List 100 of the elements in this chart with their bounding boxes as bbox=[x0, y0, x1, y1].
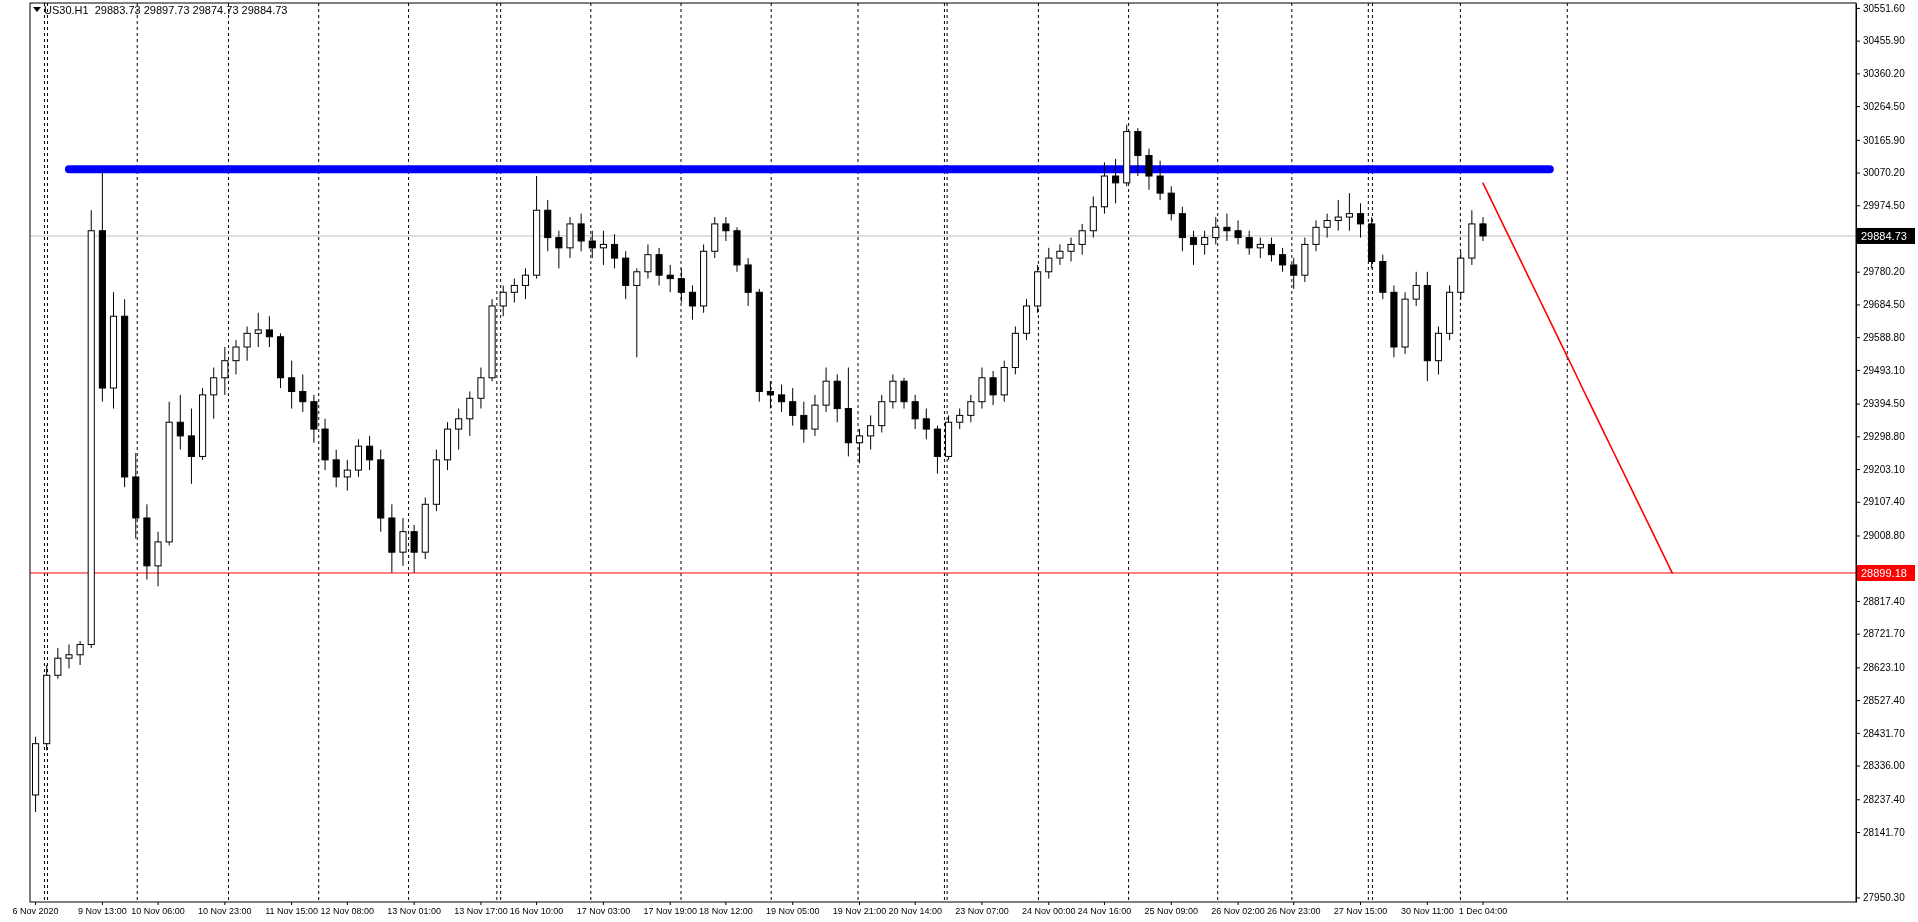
candlestick bbox=[911, 394, 919, 430]
y-tick-label: 29008.80 bbox=[1863, 530, 1906, 542]
candlestick bbox=[811, 394, 819, 437]
candlestick bbox=[76, 640, 84, 666]
chart-title: US30.H1 29883.73 29897.73 29874.73 29884.73 bbox=[44, 4, 288, 16]
candlestick bbox=[65, 644, 73, 669]
candlestick bbox=[210, 367, 218, 420]
candlestick bbox=[644, 243, 652, 280]
candlestick bbox=[1256, 237, 1264, 259]
x-tick-label: 16 Nov 10:00 bbox=[509, 906, 564, 917]
y-tick-label: 30070.20 bbox=[1863, 167, 1906, 179]
x-tick-label: 23 Nov 07:00 bbox=[955, 906, 1009, 917]
candlestick bbox=[299, 373, 307, 413]
candlestick bbox=[54, 647, 62, 680]
y-tick-label: 28141.70 bbox=[1863, 826, 1906, 838]
x-tick-label: 30 Nov 11:00 bbox=[1400, 906, 1454, 917]
candlestick bbox=[889, 373, 897, 410]
candlestick bbox=[1078, 223, 1086, 256]
candlestick bbox=[354, 438, 363, 478]
candlestick bbox=[521, 267, 530, 300]
candlestick bbox=[1223, 213, 1231, 242]
y-tick-label: 30360.20 bbox=[1863, 68, 1906, 80]
x-tick-label: 24 Nov 00:00 bbox=[1022, 906, 1076, 917]
candlestick bbox=[1479, 216, 1487, 242]
candlestick bbox=[1323, 213, 1331, 239]
candlestick bbox=[655, 247, 663, 286]
candlestick bbox=[1145, 148, 1153, 191]
candlestick bbox=[867, 414, 875, 451]
x-tick-label: 1 Dec 04:00 bbox=[1458, 906, 1508, 917]
candlestick bbox=[956, 408, 964, 430]
x-tick-label: 11 Nov 15:00 bbox=[265, 906, 319, 917]
candlestick bbox=[722, 216, 730, 242]
x-tick-label: 27 Nov 15:00 bbox=[1333, 906, 1388, 917]
candlestick bbox=[154, 531, 162, 587]
candlestick bbox=[1279, 247, 1287, 273]
y-tick-label: 28336.00 bbox=[1863, 760, 1906, 772]
candlestick bbox=[1356, 202, 1365, 239]
candlestick bbox=[1178, 206, 1186, 252]
x-tick-label: 9 Nov 13:00 bbox=[78, 906, 127, 917]
x-tick-label: 13 Nov 01:00 bbox=[387, 906, 441, 917]
y-tick-label: 27950.30 bbox=[1863, 892, 1906, 904]
candlestick bbox=[1067, 237, 1075, 263]
candlestick bbox=[1134, 127, 1142, 177]
candlestick bbox=[1412, 271, 1420, 307]
candlestick bbox=[822, 367, 830, 413]
x-tick-label: 17 Nov 03:00 bbox=[576, 906, 631, 917]
y-tick-label: 28817.40 bbox=[1863, 595, 1906, 607]
y-tick-label: 28237.40 bbox=[1863, 793, 1906, 805]
x-tick-label: 12 Nov 08:00 bbox=[320, 906, 375, 917]
candlestick bbox=[332, 449, 340, 488]
y-tick-label: 29974.50 bbox=[1863, 199, 1906, 211]
candlestick bbox=[265, 315, 273, 348]
candlestick bbox=[577, 213, 585, 252]
candlestick bbox=[922, 408, 930, 440]
candlestick bbox=[610, 233, 619, 269]
x-tick-label: 6 Nov 2020 bbox=[12, 906, 59, 917]
candlestick bbox=[599, 230, 607, 266]
x-tick-label: 25 Nov 09:00 bbox=[1144, 906, 1199, 917]
y-tick-label: 28527.40 bbox=[1863, 694, 1906, 706]
x-tick-label: 19 Nov 05:00 bbox=[765, 906, 820, 917]
y-tick-label: 29203.10 bbox=[1863, 463, 1906, 475]
candlestick bbox=[789, 387, 797, 427]
candlestick bbox=[989, 370, 997, 406]
candlestick bbox=[555, 230, 563, 269]
candlestick bbox=[176, 394, 184, 451]
y-tick-label: 29588.80 bbox=[1863, 331, 1906, 343]
y-tick-label: 28721.70 bbox=[1863, 628, 1906, 640]
candlestick bbox=[666, 264, 674, 293]
candlestick bbox=[254, 312, 262, 348]
candlestick bbox=[677, 267, 685, 304]
candlestick bbox=[967, 394, 975, 423]
candlestick bbox=[1089, 196, 1097, 239]
candlestick bbox=[566, 216, 574, 259]
candlestick bbox=[366, 435, 374, 471]
candlestick bbox=[1245, 230, 1253, 256]
candlestick bbox=[221, 346, 229, 396]
candlestick bbox=[1156, 160, 1164, 201]
candlestick bbox=[1345, 192, 1353, 232]
candlestick bbox=[1056, 243, 1064, 266]
y-tick-label: 29107.40 bbox=[1863, 496, 1906, 508]
ref-line-label: 29884.73 bbox=[1861, 229, 1907, 242]
y-tick-label: 28431.70 bbox=[1863, 727, 1906, 739]
y-tick-label: 29298.80 bbox=[1863, 431, 1906, 443]
candlestick bbox=[399, 517, 407, 567]
y-tick-label: 28623.10 bbox=[1863, 662, 1906, 674]
candlestick bbox=[1212, 216, 1220, 245]
candlestick bbox=[766, 380, 774, 410]
candlestick bbox=[343, 459, 351, 492]
x-tick-label: 19 Nov 21:00 bbox=[832, 906, 887, 917]
x-tick-label: 24 Nov 16:00 bbox=[1077, 906, 1132, 917]
y-tick-label: 29780.20 bbox=[1863, 266, 1906, 278]
y-tick-label: 30165.90 bbox=[1863, 134, 1906, 146]
ref-line-label: 28899.18 bbox=[1861, 566, 1907, 579]
candlestick bbox=[588, 230, 596, 259]
candlestick bbox=[288, 360, 296, 410]
candlestick bbox=[900, 377, 908, 410]
x-tick-label: 20 Nov 14:00 bbox=[888, 906, 942, 917]
y-tick-label: 30264.50 bbox=[1863, 100, 1906, 112]
candlestick bbox=[1167, 185, 1175, 221]
candlestick bbox=[1201, 230, 1209, 256]
